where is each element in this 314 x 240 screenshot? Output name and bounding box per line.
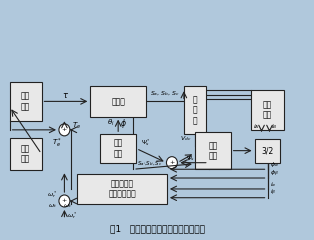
Text: $\tau$: $\tau$ [62, 91, 69, 100]
FancyBboxPatch shape [255, 139, 280, 163]
Text: 3/2: 3/2 [261, 146, 273, 155]
FancyBboxPatch shape [184, 86, 206, 134]
Text: 永磁
电机: 永磁 电机 [263, 101, 272, 120]
Text: $i_\alpha$: $i_\alpha$ [270, 180, 277, 189]
Text: $S_{a'}$,$S_{b'}$,$S_c$: $S_{a'}$,$S_{b'}$,$S_c$ [137, 159, 162, 168]
FancyBboxPatch shape [10, 82, 41, 121]
FancyBboxPatch shape [10, 138, 41, 170]
Text: $\omega_r^*$: $\omega_r^*$ [68, 210, 78, 221]
Text: 转速
调节: 转速 调节 [21, 144, 30, 164]
Text: $T_e$: $T_e$ [72, 120, 81, 131]
Text: $\omega_t$: $\omega_t$ [48, 203, 57, 210]
Text: 转距
调节: 转距 调节 [21, 92, 30, 111]
Text: +: + [169, 160, 175, 165]
Text: $i_\beta$: $i_\beta$ [270, 188, 277, 198]
FancyBboxPatch shape [195, 132, 231, 169]
Text: $\theta_i$: $\theta_i$ [107, 118, 115, 128]
Text: 磁链
调节: 磁链 调节 [114, 139, 123, 158]
Circle shape [166, 157, 177, 169]
Text: $i_A$: $i_A$ [253, 122, 260, 131]
Text: $S_a$, $S_b$, $S_c$: $S_a$, $S_b$, $S_c$ [150, 89, 180, 98]
Text: $\phi_\beta$: $\phi_\beta$ [270, 168, 279, 179]
Text: +: + [62, 198, 67, 204]
Text: $\phi_\alpha$: $\phi_\alpha$ [270, 160, 279, 169]
Text: $T_e^*$: $T_e^*$ [52, 136, 62, 150]
Text: $i_B$: $i_B$ [272, 122, 278, 131]
FancyBboxPatch shape [251, 90, 284, 130]
Text: $\omega_r^*$: $\omega_r^*$ [46, 189, 57, 200]
FancyBboxPatch shape [77, 174, 167, 204]
Text: $\Psi_s^*$: $\Psi_s^*$ [141, 138, 151, 148]
Text: 开关表: 开关表 [111, 97, 125, 106]
Circle shape [59, 195, 70, 207]
Text: 转矩计算及
磁链位置判断: 转矩计算及 磁链位置判断 [108, 179, 136, 199]
Text: 图1   永磁同步电机直接转矩控制系统: 图1 永磁同步电机直接转矩控制系统 [110, 224, 204, 233]
Text: +: + [62, 127, 67, 132]
Circle shape [59, 124, 70, 136]
Text: 逆
变
器: 逆 变 器 [192, 95, 197, 125]
Text: $\omega_t$: $\omega_t$ [63, 203, 73, 210]
Text: $V_{dc}$: $V_{dc}$ [181, 134, 192, 143]
Text: 磁链
计算: 磁链 计算 [208, 141, 217, 160]
FancyBboxPatch shape [90, 86, 146, 117]
FancyBboxPatch shape [100, 134, 136, 163]
Text: $\Psi_s$: $\Psi_s$ [186, 154, 195, 163]
Text: $\phi$: $\phi$ [120, 117, 127, 130]
